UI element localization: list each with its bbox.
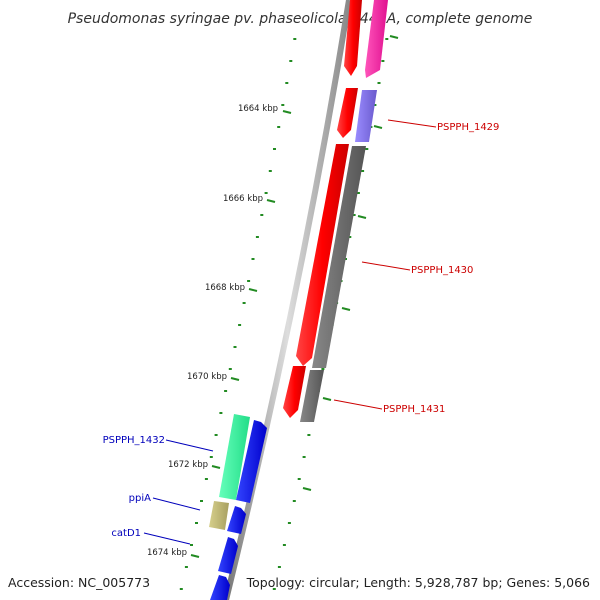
minor-tick-dot xyxy=(238,324,242,326)
gene-arrow-psp-1432[interactable] xyxy=(236,420,267,503)
secondary-feature-track xyxy=(300,0,388,422)
scale-labels: 1664 kbp 1666 kbp 1668 kbp 1670 kbp 1672… xyxy=(147,104,278,558)
minor-tick-dot xyxy=(293,38,297,40)
minor-tick-dot xyxy=(255,236,259,238)
minor-tick-dot xyxy=(219,412,223,414)
gene-label-ppia[interactable]: ppiA xyxy=(129,493,151,504)
scale-ticks-left xyxy=(179,38,297,590)
minor-tick-dot xyxy=(297,478,301,480)
minor-tick-dot xyxy=(228,368,232,370)
minor-tick-dot xyxy=(356,192,360,194)
minor-tick-dot xyxy=(277,126,281,128)
scale-label-1670: 1670 kbp xyxy=(187,372,227,382)
minor-tick-dot xyxy=(204,478,208,480)
minor-tick-dot xyxy=(209,456,213,458)
gene-label-psp-1429[interactable]: PSPPH_1429 xyxy=(437,122,499,133)
feature-teal[interactable] xyxy=(219,414,250,500)
reverse-strand-track xyxy=(209,414,267,600)
minor-tick-dot xyxy=(385,38,389,40)
gene-label-psp-1432[interactable]: PSPPH_1432 xyxy=(103,435,165,446)
gene-arrow-catd1[interactable] xyxy=(218,537,238,574)
minor-tick-dot xyxy=(179,588,183,590)
minor-tick-dot xyxy=(321,368,325,370)
scale-ticks-right-major xyxy=(302,35,399,491)
feature-grey-long[interactable] xyxy=(312,146,366,368)
gene-label-psp-1430[interactable]: PSPPH_1430 xyxy=(411,265,473,276)
feature-khaki[interactable] xyxy=(209,501,229,530)
minor-tick-dot xyxy=(268,170,272,172)
gene-label-catd1[interactable]: catD1 xyxy=(111,528,141,539)
minor-tick-dot xyxy=(285,82,289,84)
forward-strand-track xyxy=(283,0,362,418)
minor-tick-dot xyxy=(277,566,281,568)
minor-tick-dot xyxy=(200,500,203,502)
minor-tick-dot xyxy=(184,566,188,568)
minor-tick-dot xyxy=(281,104,285,106)
scale-label-1666: 1666 kbp xyxy=(223,194,263,204)
minor-tick-dot xyxy=(282,544,286,546)
minor-tick-dot xyxy=(273,148,276,150)
minor-tick-dot xyxy=(361,170,365,172)
minor-tick-dot xyxy=(302,456,306,458)
minor-tick-dot xyxy=(214,434,218,436)
accession-text: Accession: NC_005773 xyxy=(8,575,150,590)
map-title: Pseudomonas syringae pv. phaseolicola 14… xyxy=(68,11,533,27)
minor-tick-dot xyxy=(272,588,276,590)
minor-tick-dot xyxy=(287,522,291,524)
scale-major-ticks xyxy=(190,110,292,558)
gene-arrow-next[interactable] xyxy=(210,575,230,600)
genome-backbone xyxy=(223,0,352,600)
minor-tick-dot xyxy=(373,104,377,106)
minor-tick-dot xyxy=(352,214,356,216)
minor-tick-dot xyxy=(377,82,381,84)
scale-label-1674: 1674 kbp xyxy=(147,548,187,558)
minor-tick-dot xyxy=(307,434,311,436)
minor-tick-dot xyxy=(292,500,296,502)
feature-pink[interactable] xyxy=(365,0,388,78)
label-leaders xyxy=(143,119,437,545)
gene-arrow-psp-1429[interactable] xyxy=(337,88,358,138)
gene-label-psp-1431[interactable]: PSPPH_1431 xyxy=(383,404,445,415)
minor-tick-dot xyxy=(251,258,255,260)
minor-tick-dot xyxy=(264,192,268,194)
scale-label-1664: 1664 kbp xyxy=(238,104,278,114)
topology-text: Topology: circular; Length: 5,928,787 bp… xyxy=(246,575,590,590)
feature-grey-short[interactable] xyxy=(300,370,324,422)
minor-tick-dot xyxy=(242,302,246,304)
scale-label-1668: 1668 kbp xyxy=(205,283,245,293)
minor-tick-dot xyxy=(348,236,352,238)
minor-tick-dot xyxy=(233,346,237,348)
gene-arrow-psp-1431[interactable] xyxy=(283,366,306,418)
minor-tick-dot xyxy=(381,60,385,62)
gene-arrow-psp-1430[interactable] xyxy=(296,144,349,366)
gene-labels: PSPPH_1429 PSPPH_1430 PSPPH_1431 PSPPH_1… xyxy=(103,122,500,539)
minor-tick-dot xyxy=(224,390,228,392)
gene-arrow-ppia[interactable] xyxy=(227,506,246,534)
gene-arrow-forward[interactable] xyxy=(344,0,362,76)
minor-tick-dot xyxy=(365,148,369,150)
minor-tick-dot xyxy=(260,214,264,216)
scale-label-1672: 1672 kbp xyxy=(168,460,208,470)
minor-tick-dot xyxy=(247,280,251,282)
minor-tick-dot xyxy=(190,544,193,546)
feature-purple[interactable] xyxy=(355,90,377,142)
minor-tick-dot xyxy=(289,60,293,62)
minor-tick-dot xyxy=(195,522,198,524)
